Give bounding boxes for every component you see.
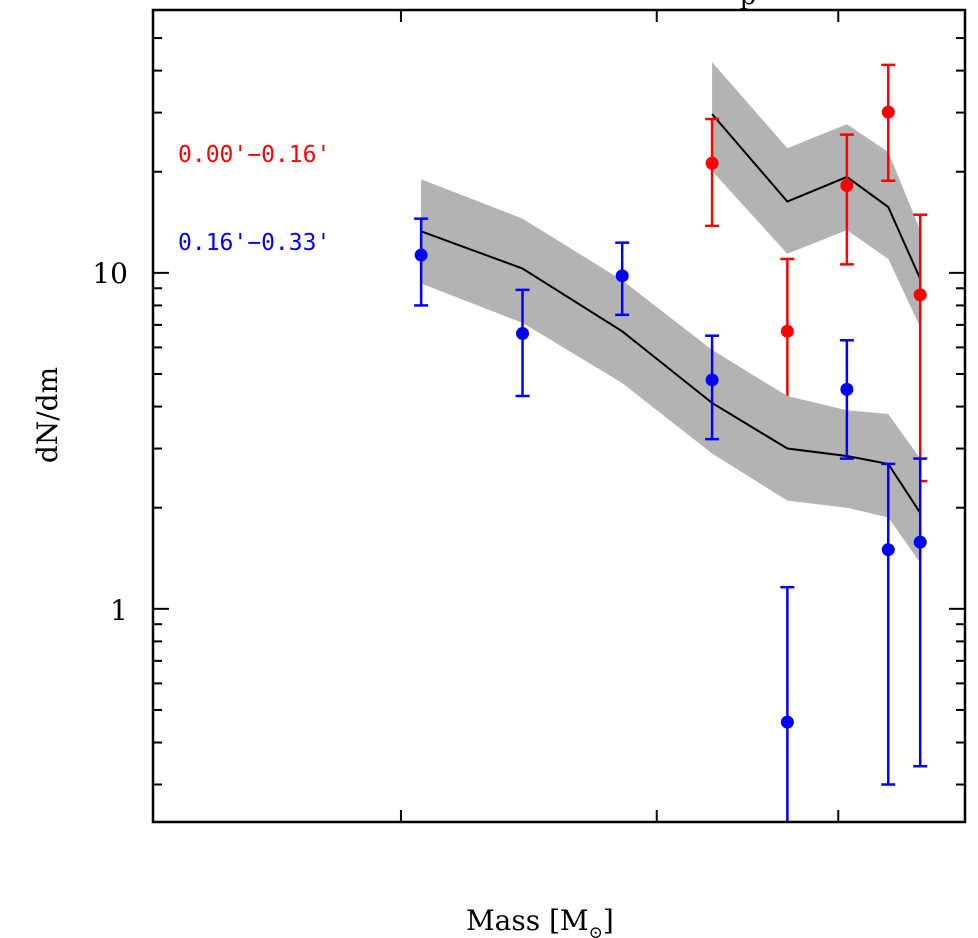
model-line-1: [420, 230, 922, 514]
data-point: [840, 382, 854, 396]
x-axis-label-main: Mass [M: [466, 904, 589, 937]
legend-entry-outer: 0.16'−0.33': [178, 230, 330, 256]
data-point: [840, 179, 854, 193]
data-point: [705, 373, 719, 387]
x-axis-label: Mass [M⊙]: [466, 904, 614, 938]
data-point: [780, 715, 794, 729]
data-point: [615, 269, 629, 283]
axes: [151, 8, 967, 824]
y-tick-label-10: 10: [92, 257, 128, 290]
data-point: [780, 324, 794, 338]
data-point: [881, 543, 895, 557]
title-fragment: p: [740, 0, 757, 11]
model-band-0: [712, 62, 921, 328]
y-axis-label: dN/dm: [31, 367, 64, 463]
x-axis-label-close: ]: [603, 904, 614, 937]
data-point: [516, 327, 530, 341]
plot-area: [414, 62, 928, 822]
data-point: [414, 248, 428, 262]
data-point: [913, 288, 927, 302]
x-axis-label-sun-symbol: ⊙: [589, 923, 603, 938]
data-point: [705, 156, 719, 170]
y-tick-label-1: 1: [110, 594, 128, 627]
data-point: [881, 105, 895, 119]
legend-entry-inner: 0.00'−0.16': [178, 142, 330, 168]
plot-frame: [151, 8, 967, 824]
data-point: [913, 535, 927, 549]
